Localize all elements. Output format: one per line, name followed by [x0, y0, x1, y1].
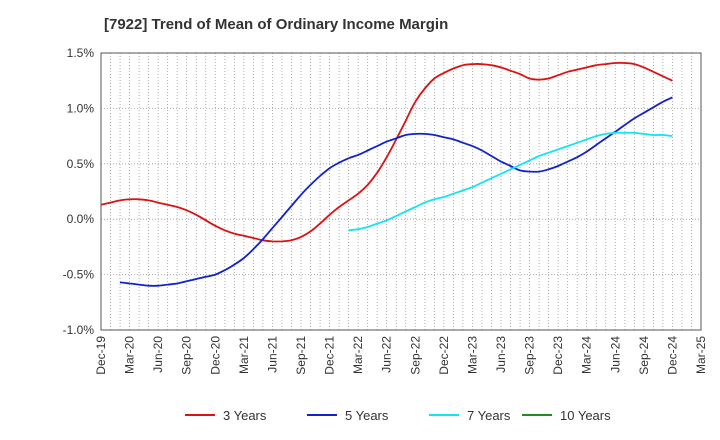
legend-label-7-years: 7 Years: [467, 408, 511, 423]
y-tick-label: -1.0%: [63, 323, 95, 337]
x-tick-label: Mar-20: [123, 336, 137, 374]
x-tick-label: Jun-23: [494, 336, 508, 373]
series-layer: [100, 61, 673, 287]
legend: 3 Years 5 Years 7 Years 10 Years: [185, 408, 611, 423]
x-tick-label: Sep-20: [180, 336, 194, 375]
legend-label-10-years: 10 Years: [560, 408, 611, 423]
x-tick-label: Mar-23: [465, 336, 479, 374]
x-tick-label: Jun-22: [380, 336, 394, 373]
x-tick-label: Sep-22: [408, 336, 422, 375]
series-line-7-years: [348, 131, 673, 232]
x-tick-label: Dec-20: [208, 336, 222, 375]
y-tick-label: -0.5%: [63, 268, 95, 282]
y-tick-label: 0.5%: [67, 157, 95, 171]
x-tick-label: Jun-20: [151, 336, 165, 373]
x-tick-label: Mar-22: [351, 336, 365, 374]
x-tick-label: Mar-24: [580, 336, 594, 374]
x-tick-label: Jun-24: [608, 336, 622, 373]
x-tick-label: Sep-23: [523, 336, 537, 375]
series-line-5-years: [119, 96, 673, 287]
legend-label-3-years: 3 Years: [223, 408, 267, 423]
series-line-3-years: [100, 61, 673, 243]
x-tick-label: Mar-21: [237, 336, 251, 374]
x-tick-label: Dec-24: [665, 336, 679, 375]
x-tick-label: Jun-21: [265, 336, 279, 373]
x-tick-label: Dec-21: [323, 336, 337, 375]
y-tick-label: 0.0%: [67, 212, 95, 226]
x-tick-label: Dec-19: [94, 336, 108, 375]
y-tick-label: 1.0%: [67, 101, 95, 115]
plot-frame: [100, 52, 702, 331]
legend-label-5-years: 5 Years: [345, 408, 389, 423]
x-tick-label: Mar-25: [694, 336, 708, 374]
x-tick-label: Sep-21: [294, 336, 308, 375]
x-axis-ticks: Dec-19 Mar-20 Jun-20 Sep-20 Dec-20 Mar-21 Jun-…: [94, 336, 708, 375]
x-tick-label: Dec-22: [437, 336, 451, 375]
y-tick-label: 1.5%: [67, 46, 95, 60]
y-axis-ticks: 1.5% 1.0% 0.5% 0.0% -0.5% -1.0%: [63, 46, 95, 337]
grid-layer: [101, 52, 701, 331]
x-tick-label: Dec-23: [551, 336, 565, 375]
x-tick-label: Sep-24: [637, 336, 651, 375]
chart-title: [7922] Trend of Mean of Ordinary Income …: [104, 16, 449, 33]
